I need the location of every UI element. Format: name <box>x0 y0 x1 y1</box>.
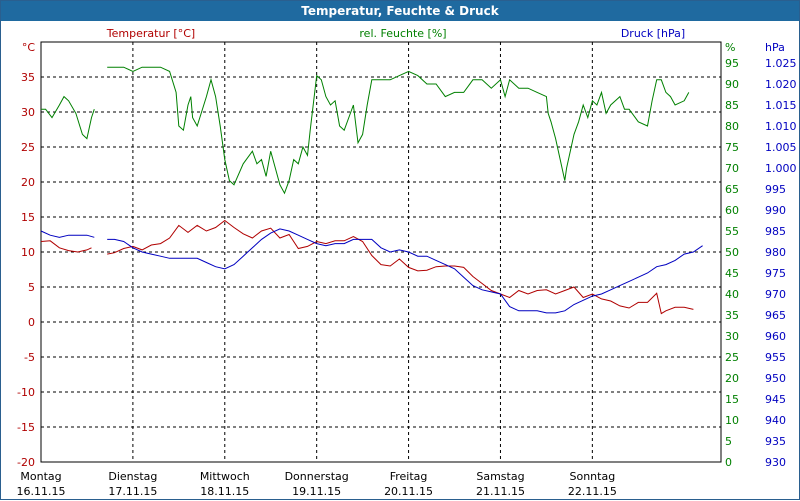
humidity-tick-label: 60 <box>725 204 739 217</box>
temperature-line <box>107 219 694 315</box>
humidity-tick-label: 50 <box>725 246 739 259</box>
legend-humidity: rel. Feuchte [%] <box>359 27 446 40</box>
humidity-tick-label: 90 <box>725 78 739 91</box>
temperature-tick-label: 25 <box>21 141 35 154</box>
temperature-tick-label: -10 <box>17 386 35 399</box>
pressure-tick-label: 1.000 <box>765 162 797 175</box>
x-date-label: 22.11.15 <box>568 485 617 498</box>
temperature-tick-label: 30 <box>21 106 35 119</box>
pressure-tick-label: 975 <box>765 267 786 280</box>
x-date-label: 16.11.15 <box>17 485 66 498</box>
humidity-tick-label: 75 <box>725 141 739 154</box>
humidity-tick-label: 55 <box>725 225 739 238</box>
pressure-tick-label: 995 <box>765 183 786 196</box>
pressure-tick-label: 935 <box>765 435 786 448</box>
pressure-tick-label: 980 <box>765 246 786 259</box>
humidity-tick-label: 35 <box>725 309 739 322</box>
pressure-tick-label: 950 <box>765 372 786 385</box>
x-date-label: 21.11.15 <box>476 485 525 498</box>
humidity-tick-label: 20 <box>725 372 739 385</box>
x-day-label: Samstag <box>476 470 524 483</box>
humidity-tick-label: 40 <box>725 288 739 301</box>
pressure-tick-label: 1.005 <box>765 141 797 154</box>
pressure-tick-label: 965 <box>765 309 786 322</box>
temperature-tick-label: 20 <box>21 176 35 189</box>
pressure-line <box>40 230 95 238</box>
humidity-line <box>41 95 95 140</box>
x-date-label: 20.11.15 <box>384 485 433 498</box>
x-day-label: Montag <box>20 470 61 483</box>
pressure-tick-label: 955 <box>765 351 786 364</box>
temperature-tick-label: -5 <box>24 351 35 364</box>
humidity-tick-label: 15 <box>725 393 739 406</box>
x-date-label: 18.11.15 <box>200 485 249 498</box>
humidity-unit-label: % <box>725 41 735 54</box>
temperature-tick-label: 5 <box>28 281 35 294</box>
humidity-line <box>107 66 690 195</box>
humidity-tick-label: 65 <box>725 183 739 196</box>
temperature-tick-label: -15 <box>17 421 35 434</box>
pressure-tick-label: 1.010 <box>765 120 797 133</box>
chart-title: Temperatur, Feuchte & Druck <box>1 1 799 21</box>
legend-temperature: Temperatur [°C] <box>106 27 195 40</box>
pressure-tick-label: 1.020 <box>765 78 797 91</box>
pressure-tick-label: 990 <box>765 204 786 217</box>
legend-pressure: Druck [hPa] <box>621 27 685 40</box>
humidity-tick-label: 70 <box>725 162 739 175</box>
humidity-tick-label: 5 <box>725 435 732 448</box>
temperature-unit-label: °C <box>22 41 36 54</box>
x-day-label: Donnerstag <box>285 470 349 483</box>
temperature-tick-label: 0 <box>28 316 35 329</box>
x-date-label: 19.11.15 <box>292 485 341 498</box>
pressure-tick-label: 1.025 <box>765 57 797 70</box>
humidity-tick-label: 30 <box>725 330 739 343</box>
pressure-tick-label: 960 <box>765 330 786 343</box>
humidity-tick-label: 80 <box>725 120 739 133</box>
humidity-tick-label: 25 <box>725 351 739 364</box>
humidity-tick-label: 85 <box>725 99 739 112</box>
pressure-tick-label: 1.015 <box>765 99 797 112</box>
pressure-tick-label: 945 <box>765 393 786 406</box>
pressure-unit-label: hPa <box>765 41 785 54</box>
humidity-tick-label: 0 <box>725 456 732 469</box>
x-day-label: Dienstag <box>108 470 157 483</box>
pressure-tick-label: 985 <box>765 225 786 238</box>
x-day-label: Sonntag <box>569 470 615 483</box>
temperature-tick-label: 35 <box>21 71 35 84</box>
x-day-label: Freitag <box>390 470 428 483</box>
temperature-line <box>40 240 92 253</box>
pressure-tick-label: 940 <box>765 414 786 427</box>
x-date-label: 17.11.15 <box>108 485 157 498</box>
temperature-tick-label: 15 <box>21 211 35 224</box>
humidity-tick-label: 10 <box>725 414 739 427</box>
pressure-tick-label: 930 <box>765 456 786 469</box>
temperature-tick-label: 10 <box>21 246 35 259</box>
x-day-label: Mittwoch <box>200 470 250 483</box>
humidity-tick-label: 45 <box>725 267 739 280</box>
temperature-tick-label: -20 <box>17 456 35 469</box>
humidity-tick-label: 95 <box>725 57 739 70</box>
pressure-line <box>107 228 703 314</box>
pressure-tick-label: 970 <box>765 288 786 301</box>
